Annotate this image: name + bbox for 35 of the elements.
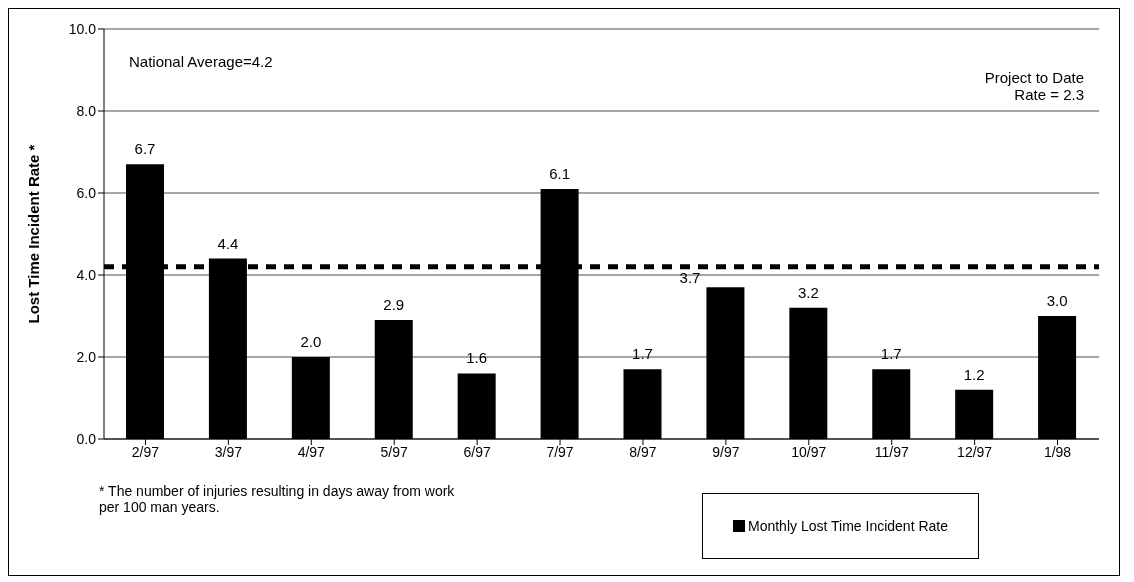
text: 1.2 — [963, 365, 985, 383]
text: 6.7 — [134, 140, 156, 158]
text: 3.7 — [679, 269, 701, 287]
x-tick-label: 9/97 — [712, 443, 740, 460]
x-tick-label: 12/97 — [957, 443, 993, 460]
y-tick-label: 6.0 — [76, 184, 97, 201]
x-tick-label: 11/97 — [874, 443, 909, 460]
text: 3.0 — [1046, 292, 1068, 309]
x-tick-label: 2/97 — [131, 443, 160, 460]
y-tick-label: 0.0 — [76, 430, 97, 447]
text: 6.1 — [549, 164, 571, 182]
text: 1.6 — [466, 349, 488, 367]
legend-label: Monthly Lost Time Incident Rate — [747, 518, 948, 534]
x-tick-label: 1/98 — [1043, 443, 1072, 460]
y-tick-label: 10.0 — [68, 20, 97, 37]
annotation: Project to Date Rate = 2.3 — [983, 69, 1084, 103]
y-tick-label: 4.0 — [76, 266, 97, 283]
text: * The number of injuries resulting in days away from work per 100 man years. — [99, 483, 456, 515]
annotation: National Average=4.2 — [129, 53, 273, 70]
x-tick-label: 7/97 — [546, 443, 574, 460]
x-tick-label: 3/97 — [214, 443, 243, 460]
x-tick-label: 4/97 — [297, 443, 326, 460]
x-tick-label: 6/97 — [463, 443, 491, 460]
y-tick-label: 8.0 — [76, 102, 97, 119]
x-tick-label: 10/97 — [791, 443, 827, 460]
text: 4.4 — [217, 234, 239, 252]
text: 2.9 — [383, 296, 405, 314]
text: 3.2 — [797, 283, 819, 301]
text: 1.7 — [632, 345, 653, 363]
text: 2.0 — [300, 333, 322, 350]
x-tick-label: 5/97 — [380, 443, 409, 460]
x-tick-label: 8/97 — [629, 443, 657, 460]
text: 1.7 — [880, 345, 902, 363]
y-tick-label: 2.0 — [76, 348, 97, 365]
y-axis-title: Lost Time Incident Rate * — [25, 144, 43, 324]
